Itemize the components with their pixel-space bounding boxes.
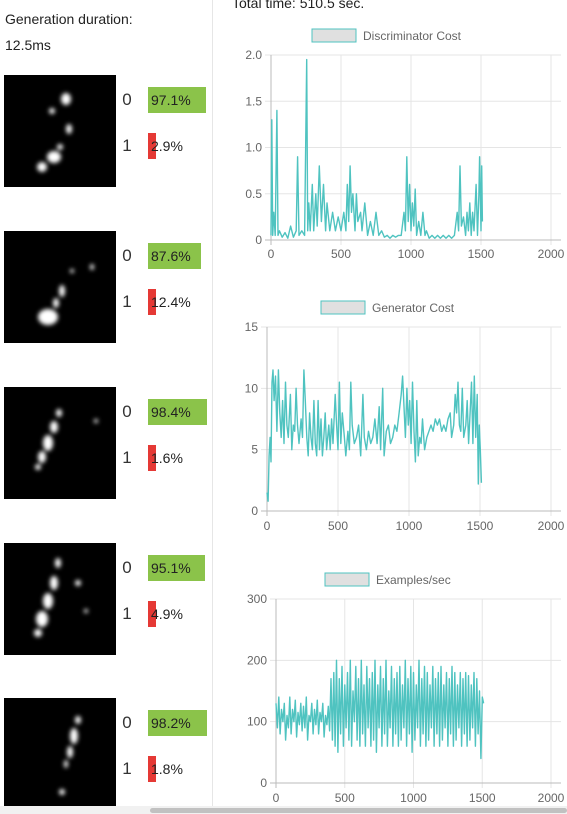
y-tick-label: 2.0	[245, 48, 262, 62]
class-digit: 0	[122, 90, 132, 109]
probability-label: 98.2%	[151, 715, 191, 731]
generated-digit-image	[4, 75, 116, 187]
class-row-1: 1 1.6%	[120, 445, 212, 471]
series-line	[275, 659, 485, 760]
class-row-1: 1 4.9%	[120, 601, 212, 627]
probability-label: 97.1%	[151, 92, 191, 108]
x-tick-label: 2000	[538, 519, 565, 533]
x-tick-label: 1000	[398, 247, 425, 261]
y-tick-label: 0	[255, 233, 262, 247]
sample-card-1: 0 87.6% 1 12.4%	[0, 231, 212, 343]
probability-label: 87.6%	[151, 248, 191, 264]
probability-label: 12.4%	[151, 294, 191, 310]
probability-bar	[148, 445, 156, 471]
class-digit: 0	[122, 558, 132, 577]
class-digit: 0	[122, 713, 132, 732]
x-tick-label: 500	[335, 791, 355, 805]
class-row-0: 0 98.4%	[120, 399, 212, 425]
generated-digit-image	[4, 543, 116, 655]
class-row-1: 1 12.4%	[120, 289, 212, 315]
class-row-0: 0 98.2%	[120, 710, 212, 736]
y-tick-label: 15	[245, 320, 259, 334]
legend-swatch[interactable]	[320, 300, 366, 315]
y-tick-label: 100	[247, 715, 267, 729]
probability-bar	[148, 243, 201, 269]
class-row-1: 1 2.9%	[120, 133, 212, 159]
x-tick-label: 0	[268, 247, 275, 261]
legend-swatch[interactable]	[324, 572, 370, 587]
probability-label: 98.4%	[151, 404, 191, 420]
probability-bar	[148, 289, 156, 315]
probability-label: 95.1%	[151, 560, 191, 576]
generated-digit-image	[4, 231, 116, 343]
class-digit: 1	[122, 604, 132, 623]
probability-bar	[148, 756, 156, 782]
x-tick-label: 1500	[467, 519, 494, 533]
sample-card-2: 0 98.4% 1 1.6%	[0, 387, 212, 499]
probability-label: 1.6%	[151, 450, 183, 466]
class-digit: 1	[122, 292, 132, 311]
series-line	[270, 58, 484, 239]
x-tick-label: 0	[264, 519, 271, 533]
sample-card-0: 0 97.1% 1 2.9%	[0, 75, 212, 187]
probability-bar	[148, 133, 156, 159]
class-digit: 1	[122, 759, 132, 778]
x-tick-label: 500	[331, 247, 351, 261]
class-digit: 1	[122, 136, 132, 155]
generated-digit-image	[4, 698, 116, 810]
class-row-0: 0 97.1%	[120, 87, 212, 113]
y-tick-label: 1.5	[245, 94, 262, 108]
y-tick-label: 1.0	[245, 141, 262, 155]
x-tick-label: 1000	[396, 519, 423, 533]
generated-digit-image	[4, 387, 116, 499]
probability-bar	[148, 555, 205, 581]
y-tick-label: 10	[245, 381, 259, 395]
class-digit: 1	[122, 448, 132, 467]
scrollbar-thumb[interactable]	[150, 808, 567, 813]
legend-swatch[interactable]	[311, 28, 357, 43]
discriminator-cost-chart: Discriminator Cost 0 500 1000 1500 2000 0 0.5 1.…	[214, 22, 567, 272]
x-tick-label: 500	[328, 519, 348, 533]
probability-label: 4.9%	[151, 606, 183, 622]
x-tick-label: 1500	[468, 247, 495, 261]
sample-card-3: 0 95.1% 1 4.9%	[0, 543, 212, 655]
probability-bar	[148, 399, 207, 425]
y-tick-label: 0	[260, 776, 267, 790]
series-line	[266, 369, 483, 502]
y-tick-label: 200	[247, 653, 267, 667]
horizontal-scrollbar[interactable]	[0, 806, 567, 814]
x-tick-label: 1000	[400, 791, 427, 805]
legend-label: Generator Cost	[372, 301, 455, 315]
class-digit: 0	[122, 402, 132, 421]
probability-bar	[148, 87, 206, 113]
generation-duration-value: 12.5ms	[5, 37, 51, 53]
examples-per-sec-chart: Examples/sec 0 500 1000 1500 2000 0 100 200 300	[214, 566, 567, 814]
legend-label: Discriminator Cost	[363, 29, 462, 43]
x-tick-label: 0	[273, 791, 280, 805]
probability-bar	[148, 601, 156, 627]
total-time-label: Total time: 510.5 sec.	[232, 0, 365, 11]
class-row-1: 1 1.8%	[120, 756, 212, 782]
y-tick-label: 5	[251, 443, 258, 457]
y-tick-label: 300	[247, 592, 267, 606]
probability-bar	[148, 710, 207, 736]
class-digit: 0	[122, 246, 132, 265]
x-tick-label: 2000	[538, 791, 565, 805]
sample-card-4: 0 98.2% 1 1.8%	[0, 698, 212, 810]
generator-cost-chart: Generator Cost 0 500 1000 1500 2000 0 5 10 15	[214, 294, 567, 544]
panel-divider	[212, 0, 213, 806]
legend-label: Examples/sec	[376, 573, 451, 587]
probability-label: 2.9%	[151, 138, 183, 154]
y-tick-label: 0	[251, 504, 258, 518]
y-tick-label: 0.5	[245, 187, 262, 201]
class-row-0: 0 95.1%	[120, 555, 212, 581]
x-tick-label: 2000	[538, 247, 565, 261]
samples-panel: Generation duration: 12.5ms 0 97.1% 1	[0, 0, 212, 814]
x-tick-label: 1500	[469, 791, 496, 805]
generation-duration-label: Generation duration:	[5, 11, 133, 27]
class-row-0: 0 87.6%	[120, 243, 212, 269]
probability-label: 1.8%	[151, 761, 183, 777]
